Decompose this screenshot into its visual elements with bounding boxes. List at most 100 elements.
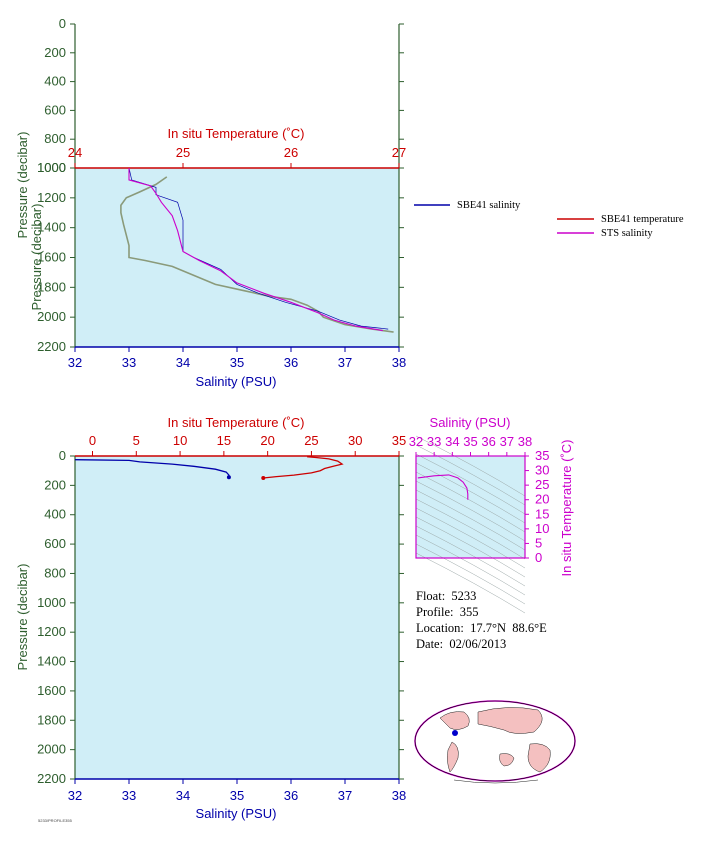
- full-pressure-tick-label: 2000: [37, 742, 66, 757]
- map-land-south-america: [447, 741, 459, 773]
- map-border: [414, 700, 576, 782]
- date: Date: 02/06/2013: [416, 637, 507, 651]
- salinity-tick-label: 34: [176, 355, 190, 370]
- legend-label-sts-salinity: STS salinity: [601, 228, 653, 239]
- pressure-tick-label-upper: 200: [44, 45, 66, 60]
- ts-temperature-tick-label: 0: [535, 550, 542, 565]
- salinity-tick-label: 36: [284, 355, 298, 370]
- full-pressure-tick-label: 200: [44, 477, 66, 492]
- ts-density-contour: [415, 534, 526, 596]
- map-land-australia: [499, 753, 515, 767]
- ts-temperature-tick-label: 15: [535, 506, 549, 521]
- ts-density-contour: [415, 462, 526, 524]
- ts-temperature-tick-label: 35: [535, 448, 549, 463]
- legend-label-sbe41-temperature: SBE41 temperature: [601, 214, 684, 225]
- map-land-north-america: [439, 711, 470, 730]
- deep-profile-plot-area: [75, 168, 399, 347]
- float-info-block: Float: 5233 Profile: 355 Location: 17.7°…: [416, 588, 547, 652]
- deep-temperature-axis-title: In situ Temperature (˚C): [167, 126, 304, 141]
- full-pressure-tick-label: 600: [44, 536, 66, 551]
- full-series-end-marker: [261, 476, 266, 481]
- ts-density-contour: [415, 489, 526, 551]
- ts-salinity-axis-title: Salinity (PSU): [430, 415, 511, 430]
- full-pressure-tick-label: 1800: [37, 712, 66, 727]
- full-pressure-tick-label: 800: [44, 565, 66, 580]
- profile-number: Profile: 355: [416, 605, 479, 619]
- pressure-axis-title-upper: Pressure (decibar): [15, 132, 30, 239]
- pressure-axis-title-deep: Pressure (decibar): [29, 204, 44, 311]
- pressure-tick-label-upper: 1000: [37, 160, 66, 175]
- pressure-tick-label-upper: 600: [44, 102, 66, 117]
- ts-salinity-tick-label: 34: [445, 434, 459, 449]
- full-pressure-tick-label: 2200: [37, 771, 66, 786]
- ts-temperature-tick-label: 25: [535, 477, 549, 492]
- ts-density-contour: [415, 471, 526, 533]
- ts-temperature-tick-label: 10: [535, 521, 549, 536]
- salinity-tick-label: 33: [122, 355, 136, 370]
- ts-density-contour: [415, 498, 526, 560]
- full-temperature-tick-label: 25: [304, 433, 318, 448]
- legend: SBE41 salinity SBE41 temperature STS sal…: [414, 200, 684, 239]
- ts-salinity-tick-label: 32: [409, 434, 423, 449]
- full-salinity-tick-label: 35: [230, 788, 244, 803]
- full-temperature-axis-title: In situ Temperature (˚C): [167, 415, 304, 430]
- full-series-end-marker: [226, 475, 231, 480]
- full-pressure-tick-label: 0: [59, 448, 66, 463]
- full-pressure-tick-label: 1200: [37, 624, 66, 639]
- ts-series-sts-salinity: [417, 474, 469, 500]
- ts-temperature-tick-label: 5: [535, 535, 542, 550]
- full-temperature-tick-label: 15: [217, 433, 231, 448]
- ts-salinity-tick-label: 37: [500, 434, 514, 449]
- pressure-tick-label-upper: 0: [59, 16, 66, 31]
- ts-salinity-tick-label: 35: [463, 434, 477, 449]
- temperature-tick-label: 26: [284, 145, 298, 160]
- full-temperature-tick-label: 30: [348, 433, 362, 448]
- ts-density-contour: [415, 516, 526, 578]
- ts-salinity-tick-label: 33: [427, 434, 441, 449]
- ts-salinity-tick-label: 38: [518, 434, 532, 449]
- full-salinity-tick-label: 34: [176, 788, 190, 803]
- ts-density-contour: [415, 453, 526, 515]
- full-temperature-tick-label: 10: [173, 433, 187, 448]
- pressure-tick-label-deep: 2200: [37, 339, 66, 354]
- full-salinity-tick-label: 36: [284, 788, 298, 803]
- full-temperature-tick-label: 5: [133, 433, 140, 448]
- full-pressure-tick-label: 1600: [37, 683, 66, 698]
- ts-diagram: Salinity (PSU) In situ Temperature (˚C) …: [409, 415, 574, 614]
- pressure-tick-label-deep: 2000: [37, 309, 66, 324]
- full-series-sbe41-temperature: [263, 456, 344, 479]
- ts-density-contour: [415, 435, 526, 497]
- pressure-tick-label-deep: 1600: [37, 250, 66, 265]
- pressure-tick-label-upper: 800: [44, 131, 66, 146]
- full-salinity-tick-label: 32: [68, 788, 82, 803]
- full-salinity-tick-label: 33: [122, 788, 136, 803]
- pressure-tick-label-deep: 1400: [37, 220, 66, 235]
- ts-salinity-tick-label: 36: [481, 434, 495, 449]
- deep-salinity-axis-title: Salinity (PSU): [196, 374, 277, 389]
- ts-density-contour: [415, 444, 526, 506]
- full-temperature-tick-label: 20: [260, 433, 274, 448]
- pressure-tick-label-upper: 400: [44, 74, 66, 89]
- full-salinity-tick-label: 37: [338, 788, 352, 803]
- temperature-tick-label: 25: [176, 145, 190, 160]
- full-pressure-tick-label: 1000: [37, 595, 66, 610]
- salinity-tick-label: 35: [230, 355, 244, 370]
- deep-series-sts-salinity: [128, 168, 383, 332]
- footer-tag: 5233/PROFILE355: [38, 818, 72, 823]
- world-map: [414, 700, 576, 784]
- full-series-sbe41-salinity: [74, 459, 230, 478]
- ts-density-contour: [415, 507, 526, 569]
- full-temperature-tick-label: 35: [392, 433, 406, 448]
- ts-density-contour: [415, 480, 526, 542]
- map-land-africa: [527, 743, 551, 773]
- ts-temperature-tick-label: 20: [535, 492, 549, 507]
- full-pressure-tick-label: 1400: [37, 654, 66, 669]
- temperature-tick-label: 24: [68, 145, 82, 160]
- salinity-tick-label: 37: [338, 355, 352, 370]
- legend-label-sbe41-salinity: SBE41 salinity: [457, 200, 521, 211]
- float-id: Float: 5233: [416, 589, 477, 603]
- map-land-antarctica: [453, 779, 539, 784]
- full-pressure-tick-label: 400: [44, 507, 66, 522]
- full-salinity-axis-title: Salinity (PSU): [196, 806, 277, 821]
